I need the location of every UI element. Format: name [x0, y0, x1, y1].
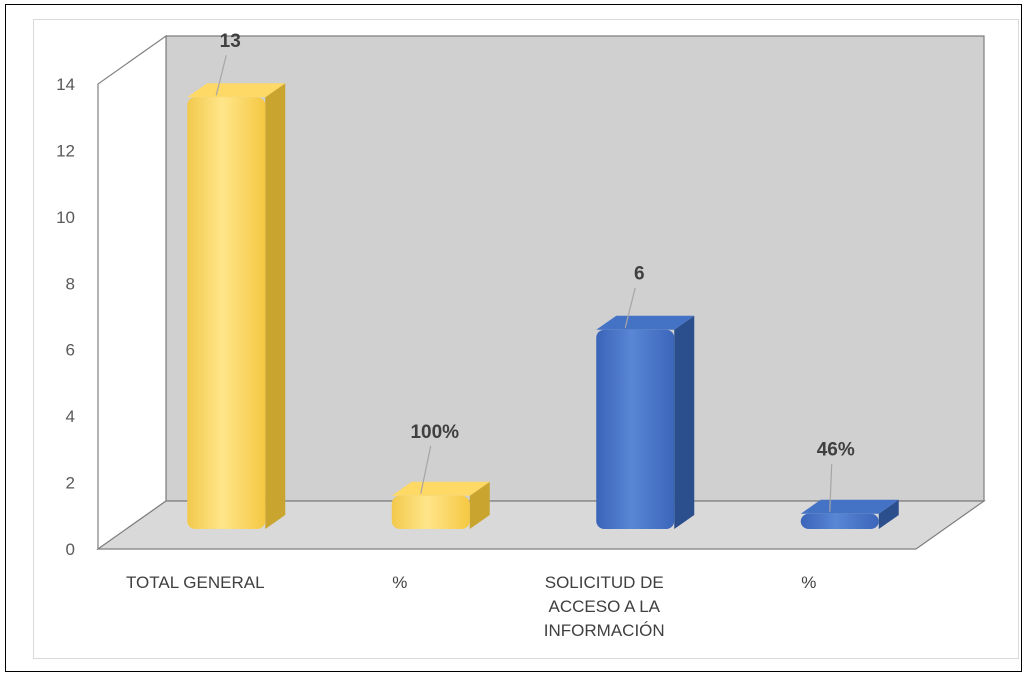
- y-tick-label: 0: [66, 540, 75, 559]
- y-tick-label: 10: [56, 208, 75, 227]
- data-label-leader: [624, 287, 636, 328]
- data-label-leader: [215, 55, 227, 96]
- x-category-label: %: [392, 573, 407, 592]
- bar-top: [187, 83, 286, 98]
- data-label: 100%: [410, 422, 459, 443]
- bar-front: [800, 513, 879, 529]
- floor: [96, 500, 986, 550]
- y-tick-label: 2: [66, 474, 75, 493]
- data-label: 13: [220, 31, 241, 52]
- bar-top: [800, 499, 899, 514]
- bar: [800, 499, 899, 529]
- data-label: 6: [634, 264, 645, 285]
- y-tick-label: 6: [66, 341, 75, 360]
- bar: [596, 315, 695, 529]
- y-tick-label: 4: [66, 407, 75, 426]
- data-label: 46%: [817, 440, 855, 461]
- bar-front: [187, 97, 266, 529]
- bar-side: [878, 499, 899, 529]
- back-wall: [165, 35, 985, 502]
- bar-side: [674, 315, 695, 529]
- x-category-label: %: [801, 573, 816, 592]
- bar-front: [391, 495, 470, 529]
- y-tick-label: 12: [56, 141, 75, 160]
- side-wall: [97, 34, 167, 551]
- x-category-label: ACCESO A LA: [549, 597, 661, 616]
- bar-side: [265, 83, 286, 529]
- bar-front: [596, 329, 675, 529]
- data-label-leader: [420, 445, 432, 494]
- y-tick-label: 14: [56, 75, 75, 94]
- y-tick-label: 8: [66, 274, 75, 293]
- data-label-leader: [829, 463, 833, 512]
- bar: [187, 83, 286, 529]
- bar: [391, 481, 490, 529]
- x-category-label: TOTAL GENERAL: [126, 573, 265, 592]
- x-category-label: INFORMACIÓN: [544, 621, 665, 640]
- bar-side: [469, 481, 490, 529]
- bar-top: [391, 481, 490, 496]
- bar-top: [596, 315, 695, 330]
- x-category-label: SOLICITUD DE: [545, 573, 664, 592]
